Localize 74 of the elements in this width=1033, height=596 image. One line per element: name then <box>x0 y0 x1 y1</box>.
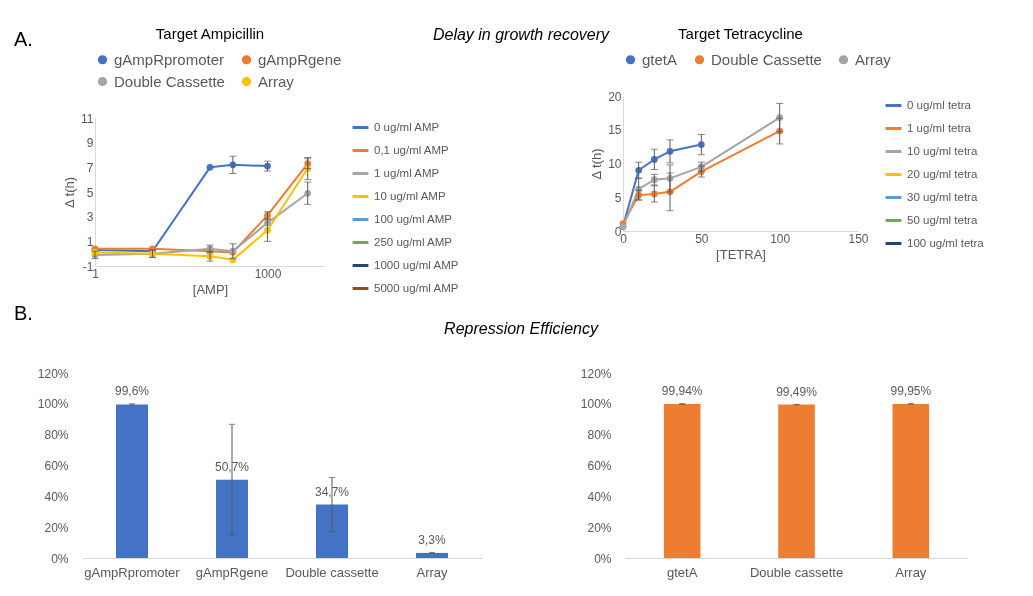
text: Repression Efficiency <box>444 320 598 338</box>
legend-label: Array <box>855 50 892 68</box>
legend-label: Double Cassette <box>114 72 225 90</box>
y-tick-label: 20% <box>44 520 69 535</box>
legend-label: 1 ug/ml tetra <box>907 121 972 134</box>
data-label: 34,7% <box>314 484 350 499</box>
chart-title: Target Ampicillin <box>155 25 265 42</box>
x-tick-label: gtetA <box>666 564 698 580</box>
legend-label: 50 ug/ml tetra <box>907 213 978 226</box>
y-tick-label: 100% <box>580 397 612 412</box>
data-label: 99,49% <box>776 384 818 399</box>
legend-label: 100 ug/ml tetra <box>907 236 985 249</box>
legend-label: Array <box>258 72 295 90</box>
data-label: 3,3% <box>418 532 446 547</box>
x-tick-label: Array <box>895 564 927 580</box>
x-axis-title: [AMP] <box>192 281 229 297</box>
legend-label: 10 ug/ml AMP <box>374 189 446 202</box>
legend-label: 5000 ug/ml AMP <box>374 281 459 294</box>
legend-label: gAmpRgene <box>258 50 342 68</box>
legend-label: 0,1 ug/ml AMP <box>374 143 450 156</box>
legend-label: gtetA <box>642 50 678 68</box>
y-axis-title: Δ t(h) <box>589 148 605 180</box>
y-tick-label: 60% <box>587 459 612 473</box>
x-tick-label: gAmpRpromoter <box>84 564 181 580</box>
y-tick-label: 120% <box>37 366 69 381</box>
legend-label: 20 ug/ml tetra <box>907 167 978 180</box>
y-tick-label: 60% <box>44 459 69 473</box>
x-tick-label: Double cassette <box>749 564 844 580</box>
y-tick-label: 20% <box>587 520 612 535</box>
y-tick-label: 40% <box>44 489 69 504</box>
y-tick-label: 120% <box>580 366 612 381</box>
data-label: 99,95% <box>890 383 932 398</box>
legend-label: 0 ug/ml AMP <box>374 120 440 133</box>
legend-label: gAmpRpromoter <box>114 50 225 68</box>
y-tick-label: 5 <box>614 190 622 205</box>
y-tick-label: 0% <box>594 551 612 566</box>
data-label: 50,7% <box>214 459 250 474</box>
legend-label: 100 ug/ml AMP <box>374 212 453 225</box>
x-tick-label: Double cassette <box>285 564 379 580</box>
legend-label: 1000 ug/ml AMP <box>374 258 459 271</box>
x-axis-title: [TETRA] <box>716 246 766 262</box>
y-tick-label: 5 <box>86 185 94 200</box>
x-tick-label: gAmpRgene <box>195 564 269 580</box>
y-axis-title: Δ t(h) <box>62 176 78 209</box>
y-tick-label: 40% <box>587 489 612 504</box>
data-label: 99,94% <box>661 383 703 398</box>
y-tick-label: 3 <box>86 210 94 225</box>
x-tick-label: 1000 <box>254 266 282 281</box>
text: B. <box>14 302 33 325</box>
y-tick-label: 11 <box>81 111 94 126</box>
chart-title: Target Tetracycline <box>678 25 803 42</box>
legend-label: 250 ug/ml AMP <box>374 235 453 248</box>
legend-label: 0 ug/ml tetra <box>907 98 972 111</box>
legend-label: Double Cassette <box>711 50 822 68</box>
x-tick-label: 100 <box>770 231 791 246</box>
text: A. <box>14 28 33 51</box>
x-tick-label: Array <box>416 564 449 580</box>
y-tick-label: 0% <box>51 551 69 566</box>
y-tick-label: 7 <box>86 160 94 175</box>
y-tick-label: -1 <box>82 259 94 274</box>
x-tick-label: 50 <box>695 231 709 246</box>
text: Delay in growth recovery <box>432 26 610 44</box>
legend-label: 1 ug/ml AMP <box>374 166 440 179</box>
legend-label: 30 ug/ml tetra <box>907 190 978 203</box>
y-tick-label: 20 <box>608 89 622 104</box>
data-label: 99,6% <box>114 384 150 399</box>
y-tick-label: 10 <box>608 157 622 171</box>
y-tick-label: 80% <box>587 428 612 443</box>
y-tick-label: 100% <box>37 397 69 412</box>
y-tick-label: 80% <box>44 428 69 443</box>
y-tick-label: 15 <box>608 123 622 138</box>
legend-label: 10 ug/ml tetra <box>907 144 978 157</box>
x-tick-label: 150 <box>848 231 869 246</box>
y-tick-label: 9 <box>86 136 94 151</box>
